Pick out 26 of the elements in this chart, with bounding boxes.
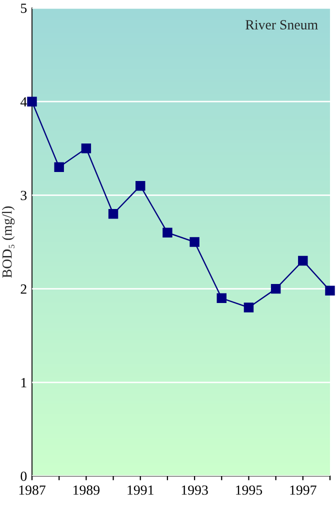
point (298, 256, 308, 266)
point (136, 180, 146, 191)
x-tick-label: 1991 (128, 485, 154, 495)
x-tick-label: 1993 (182, 485, 208, 495)
y-axis-title: BOD₅ (mg/l) (2, 206, 15, 278)
point (216, 293, 226, 304)
point (270, 284, 281, 294)
y-tick-label: 0 (20, 472, 27, 481)
y-tick-label: 1 (21, 378, 26, 388)
y-tick-label: 3 (20, 190, 27, 200)
y-tick-label: 5 (21, 4, 27, 13)
x-tick-label: 1987 (19, 485, 46, 495)
y-tick-label: 2 (20, 284, 26, 294)
point (162, 228, 172, 238)
point (190, 237, 200, 247)
point (325, 286, 335, 296)
annotation: River Sneum (246, 20, 318, 30)
point (54, 162, 64, 172)
point (27, 96, 37, 106)
x-tick-label: 1997 (290, 485, 316, 495)
point (244, 302, 254, 312)
x-tick-label: 1989 (74, 485, 100, 495)
point (108, 209, 118, 219)
point (81, 144, 92, 154)
y-tick-label: 4 (20, 97, 27, 106)
x-tick-label: 1995 (236, 485, 262, 495)
